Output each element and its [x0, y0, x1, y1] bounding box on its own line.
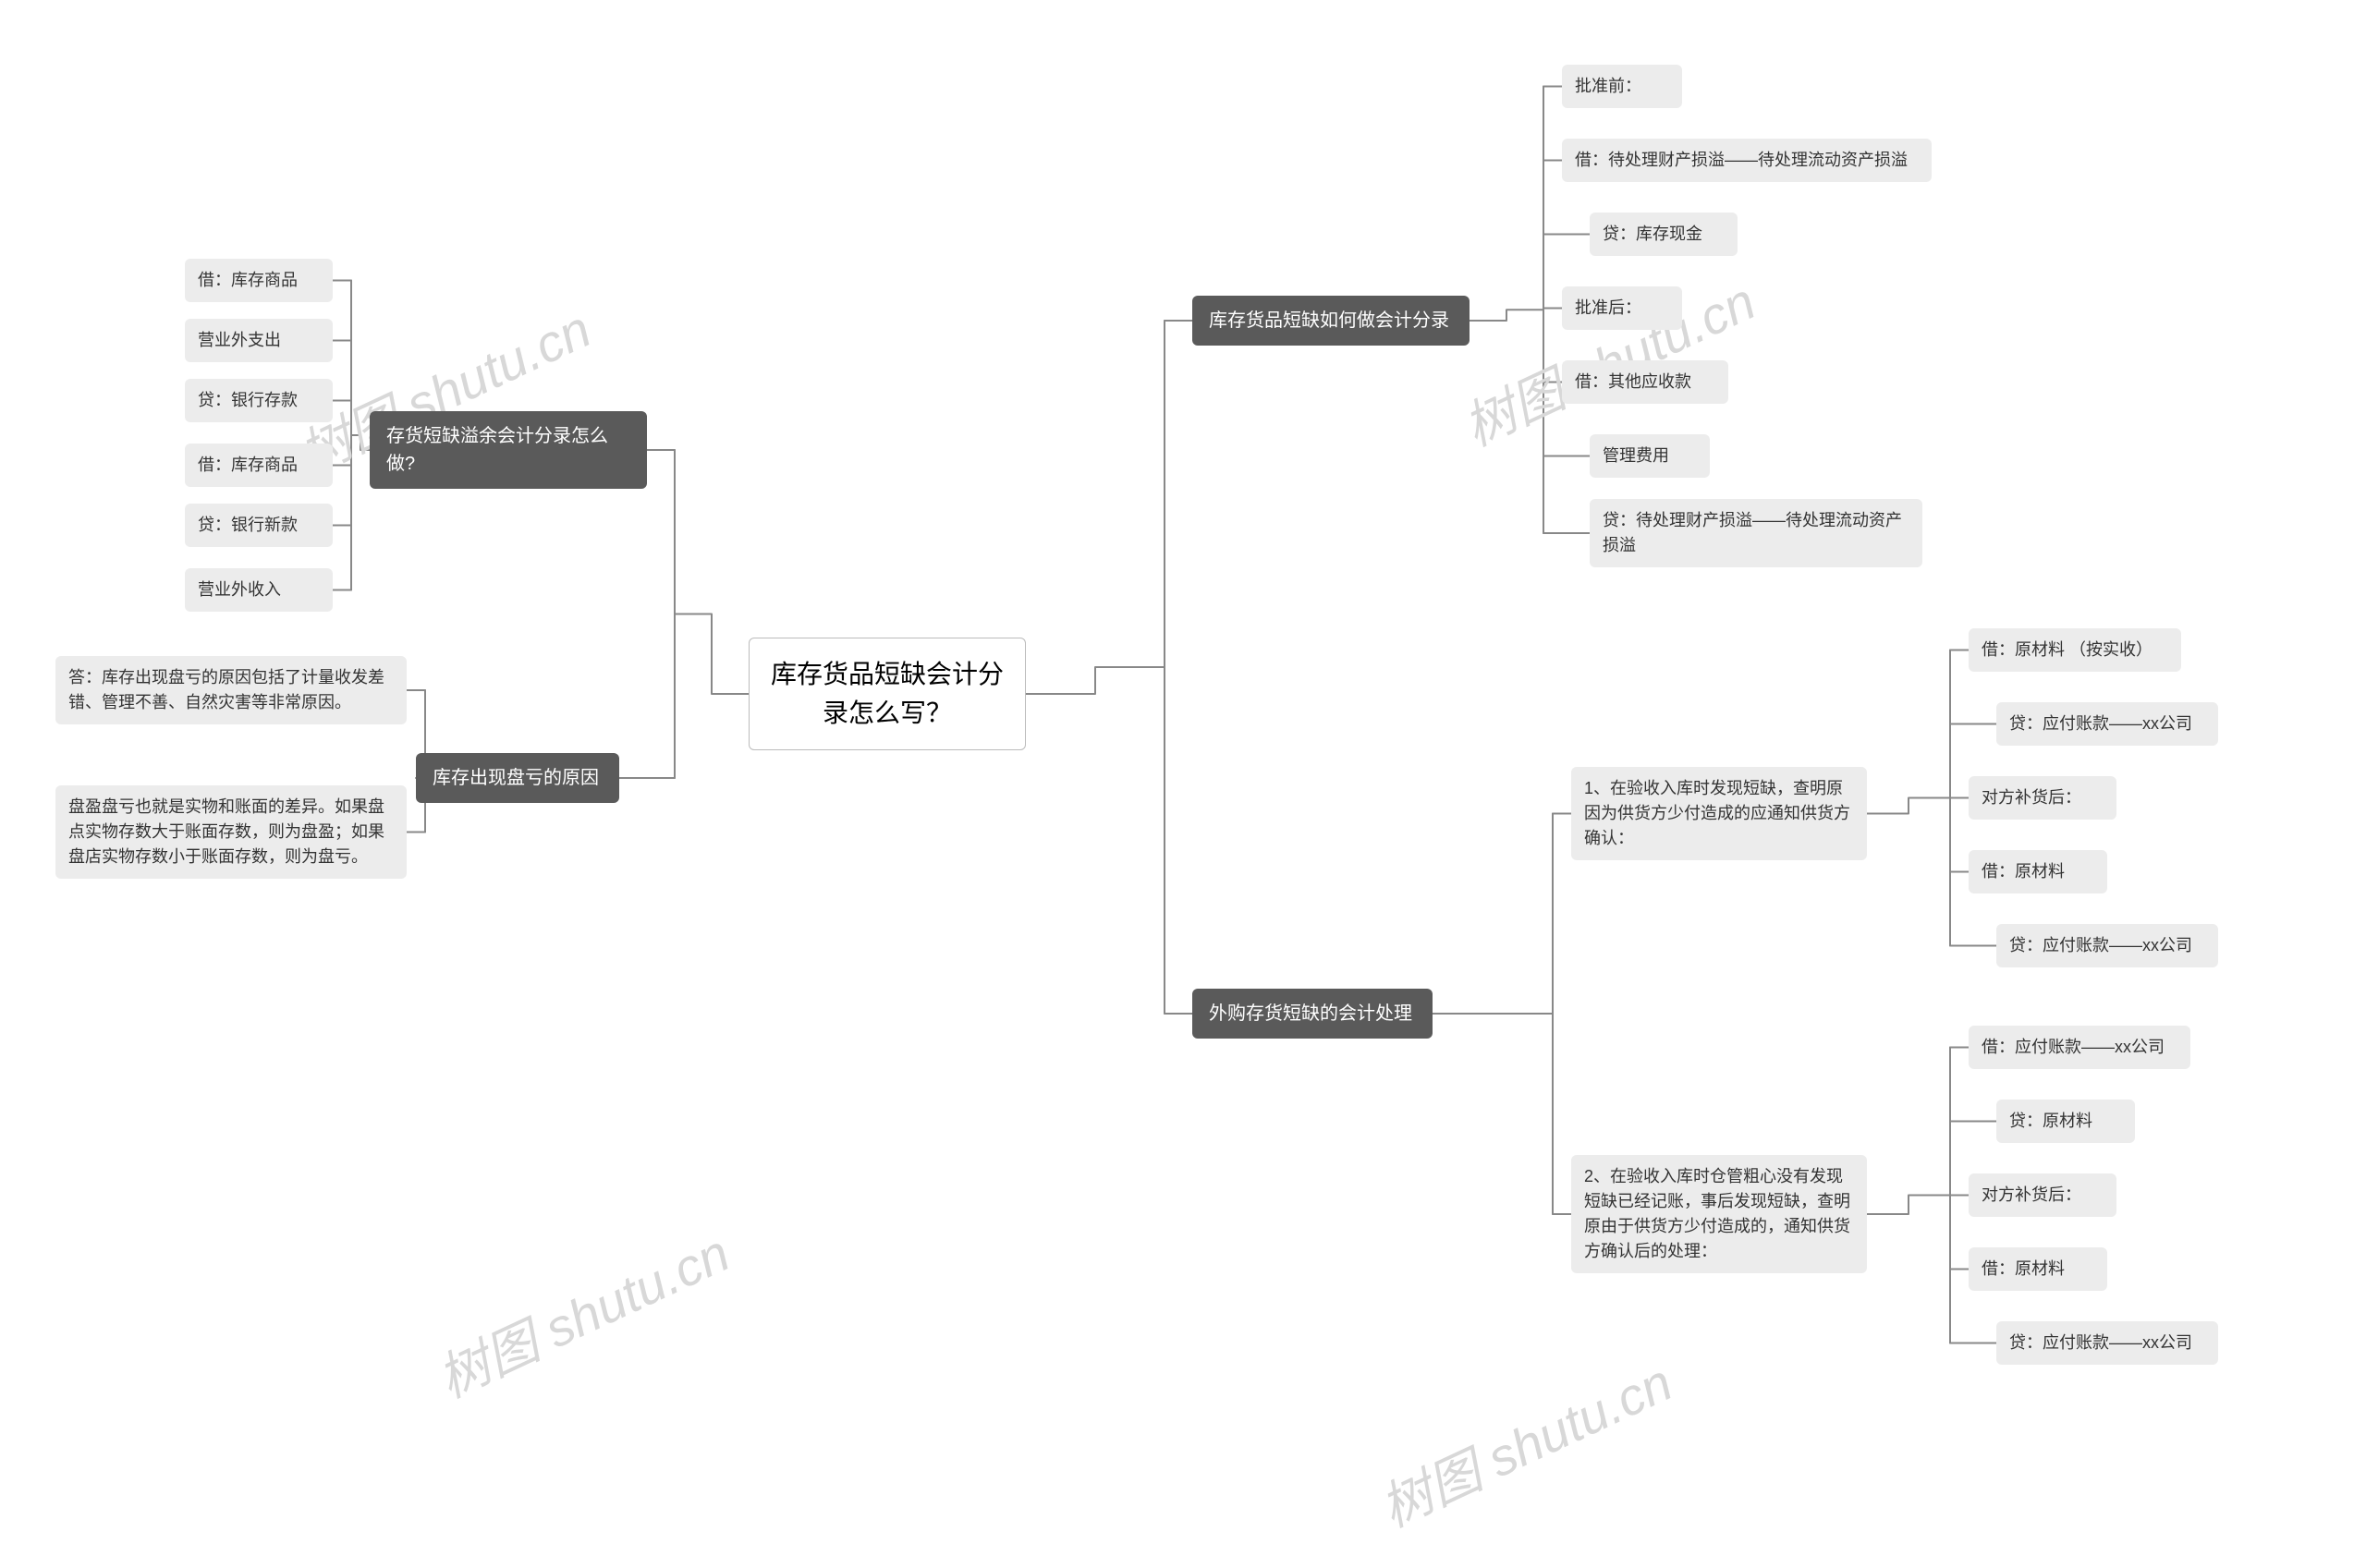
right-1-0-3: 借：原材料	[1969, 850, 2107, 893]
root-node: 库存货品短缺会计分录怎么写？	[749, 638, 1026, 750]
right-1-1-4: 贷：应付账款——xx公司	[1996, 1321, 2218, 1365]
right-0-5: 管理费用	[1590, 434, 1710, 478]
left-leaf-0-5: 营业外收入	[185, 568, 333, 612]
left-leaf-0-2: 贷：银行存款	[185, 379, 333, 422]
right-0-3: 批准后：	[1562, 286, 1682, 330]
left-leaf-0-3: 借：库存商品	[185, 444, 333, 487]
right-1-1-0: 借：应付账款——xx公司	[1969, 1026, 2190, 1069]
right-1-0-2: 对方补货后：	[1969, 776, 2116, 820]
left-leaf-1-1: 盘盈盘亏也就是实物和账面的差异。如果盘点实物存数大于账面存数，则为盘盈；如果盘店…	[55, 785, 407, 879]
right-0-0: 批准前：	[1562, 65, 1682, 108]
right-1-0-4: 贷：应付账款——xx公司	[1996, 924, 2218, 967]
left-leaf-0-0: 借：库存商品	[185, 259, 333, 302]
right-0-1: 借：待处理财产损溢——待处理流动资产损溢	[1562, 139, 1932, 182]
left-leaf-1-0: 答：库存出现盘亏的原因包括了计量收发差错、管理不善、自然灾害等非常原因。	[55, 656, 407, 724]
left-branch-1: 库存出现盘亏的原因	[416, 753, 619, 803]
right-0: 库存货品短缺如何做会计分录	[1192, 296, 1470, 346]
right-0-6: 贷：待处理财产损溢——待处理流动资产损溢	[1590, 499, 1922, 567]
right-0-4: 借：其他应收款	[1562, 360, 1728, 404]
right-0-2: 贷：库存现金	[1590, 213, 1738, 256]
mindmap-canvas: 库存货品短缺会计分录怎么写？存货短缺溢余会计分录怎么做?借：库存商品营业外支出贷…	[0, 0, 2366, 1568]
right-1-1-2: 对方补货后：	[1969, 1173, 2116, 1217]
right-1-0-0: 借：原材料 （按实收）	[1969, 628, 2181, 672]
right-1-1-3: 借：原材料	[1969, 1247, 2107, 1291]
right-1-0-1: 贷：应付账款——xx公司	[1996, 702, 2218, 746]
right-1: 外购存货短缺的会计处理	[1192, 989, 1433, 1039]
right-1-1: 2、在验收入库时仓管粗心没有发现短缺已经记账，事后发现短缺，查明原由于供货方少付…	[1571, 1155, 1867, 1273]
right-1-0: 1、在验收入库时发现短缺，查明原因为供货方少付造成的应通知供货方确认：	[1571, 767, 1867, 860]
left-leaf-0-4: 贷：银行新款	[185, 504, 333, 547]
left-branch-0: 存货短缺溢余会计分录怎么做?	[370, 411, 647, 489]
right-1-1-1: 贷：原材料	[1996, 1100, 2135, 1143]
left-leaf-0-1: 营业外支出	[185, 319, 333, 362]
